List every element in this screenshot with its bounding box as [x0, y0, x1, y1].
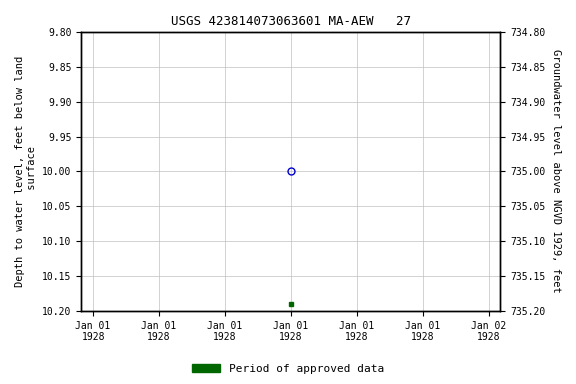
Title: USGS 423814073063601 MA-AEW   27: USGS 423814073063601 MA-AEW 27: [171, 15, 411, 28]
Legend: Period of approved data: Period of approved data: [188, 359, 388, 379]
Y-axis label: Groundwater level above NGVD 1929, feet: Groundwater level above NGVD 1929, feet: [551, 50, 561, 293]
Y-axis label: Depth to water level, feet below land
 surface: Depth to water level, feet below land su…: [15, 56, 37, 287]
